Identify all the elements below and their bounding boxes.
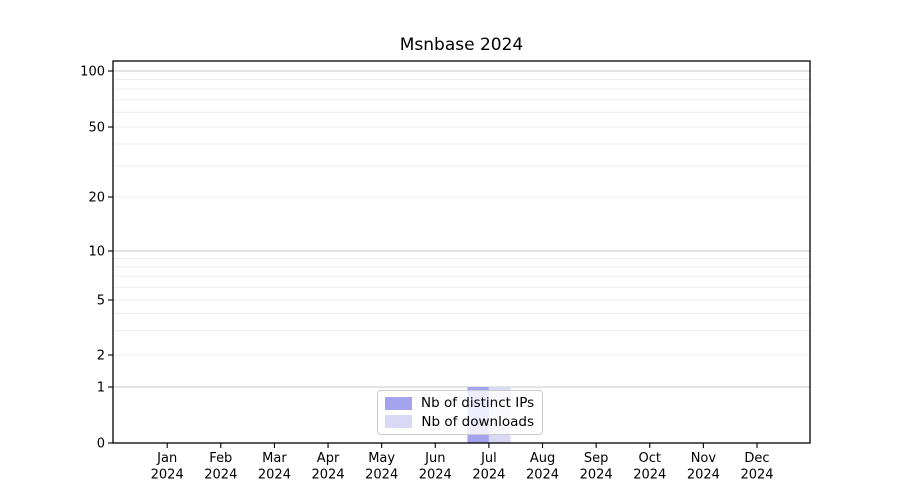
legend-item-distinct-ips: Nb of distinct IPs — [385, 395, 534, 411]
y-tick-label-10: 10 — [88, 245, 105, 260]
x-tick-label-jan: Jan 2024 — [151, 451, 184, 483]
chart-title: Msnbase 2024 — [399, 35, 524, 55]
legend-item-downloads: Nb of downloads — [385, 414, 534, 430]
x-tick-label-sep: Sep 2024 — [580, 451, 613, 483]
legend-swatch-downloads — [385, 415, 412, 429]
x-tick-label-aug: Aug 2024 — [526, 451, 559, 483]
x-tick-label-mar: Mar 2024 — [258, 451, 291, 483]
x-tick-label-oct: Oct 2024 — [633, 451, 666, 483]
y-tick-label-2: 2 — [97, 349, 105, 364]
y-tick-label-0: 0 — [97, 437, 105, 452]
plot-border — [112, 60, 811, 444]
y-tick-label-20: 20 — [88, 191, 105, 206]
x-tick-label-may: May 2024 — [365, 451, 398, 483]
x-tick-label-dec: Dec 2024 — [740, 451, 773, 483]
x-tick-label-jun: Jun 2024 — [419, 451, 452, 483]
x-tick-label-jul: Jul 2024 — [472, 451, 505, 483]
legend-label-distinct-ips: Nb of distinct IPs — [421, 395, 535, 412]
legend: Nb of distinct IPs Nb of downloads — [377, 390, 543, 435]
y-tick-label-50: 50 — [88, 121, 105, 136]
y-tick-label-100: 100 — [80, 65, 105, 80]
x-tick-label-apr: Apr 2024 — [312, 451, 345, 483]
legend-swatch-distinct-ips — [385, 396, 412, 410]
x-tick-label-nov: Nov 2024 — [687, 451, 720, 483]
y-tick-label-5: 5 — [97, 294, 105, 309]
x-tick-label-feb: Feb 2024 — [204, 451, 237, 483]
y-tick-label-1: 1 — [97, 381, 105, 396]
legend-label-downloads: Nb of downloads — [421, 413, 534, 430]
